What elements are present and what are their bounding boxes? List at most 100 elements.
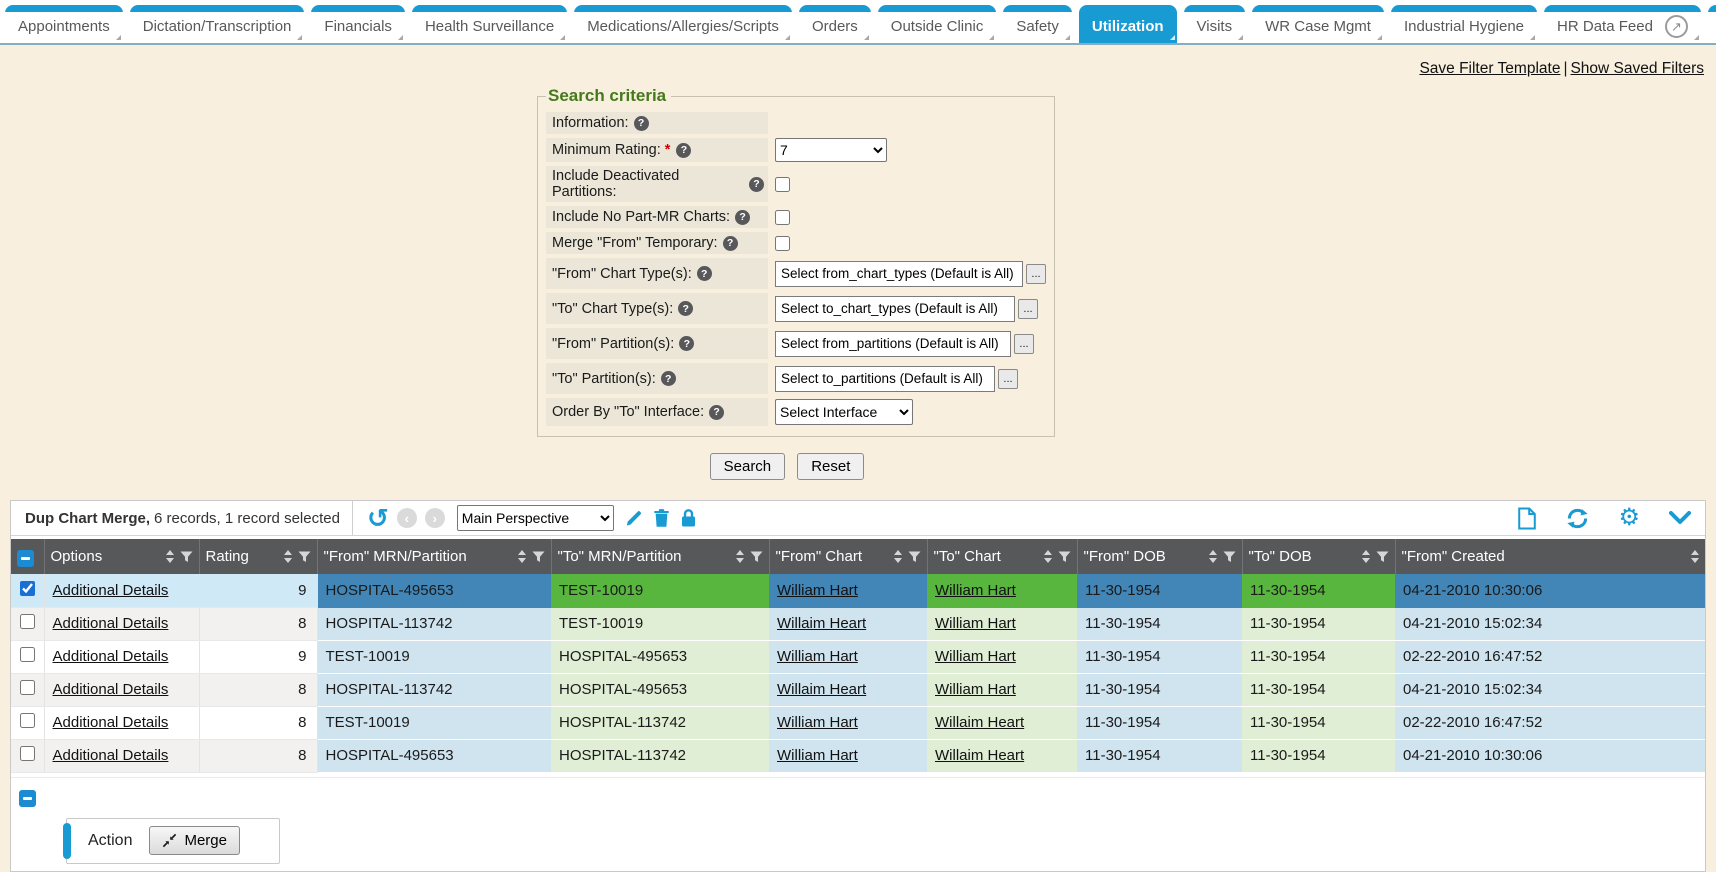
browse-from-chart-types-button[interactable]: ...	[1026, 263, 1046, 284]
row-checkbox[interactable]	[19, 680, 35, 695]
sort-icon[interactable]	[1208, 550, 1217, 563]
merge-button[interactable]: Merge	[149, 826, 240, 855]
perspective-select[interactable]: Main Perspective	[456, 505, 614, 531]
to-chart-link[interactable]: William Hart	[935, 615, 1016, 632]
help-icon[interactable]: ?	[749, 176, 764, 192]
column-header-to-mrn-partition[interactable]: "To" MRN/Partition	[551, 539, 770, 574]
previous-perspective-icon[interactable]: ‹	[396, 508, 417, 528]
sort-icon[interactable]	[283, 550, 292, 563]
tab-industrial-hygiene[interactable]: Industrial Hygiene	[1390, 5, 1538, 43]
help-icon[interactable]: ?	[696, 266, 712, 281]
undo-icon[interactable]: ↺	[367, 503, 389, 533]
edit-perspective-icon[interactable]	[624, 509, 643, 528]
select-all-minus-icon[interactable]	[17, 549, 34, 567]
from-chart-types-input[interactable]	[775, 260, 1023, 287]
tab-appointments[interactable]: Appointments	[5, 5, 123, 43]
tab-dictation-transcription[interactable]: Dictation/Transcription	[129, 5, 305, 43]
filter-icon[interactable]	[1223, 551, 1236, 563]
to-chart-link[interactable]: Willaim Heart	[935, 714, 1025, 731]
additional-details-link[interactable]: Additional Details	[52, 747, 169, 764]
filter-icon[interactable]	[180, 551, 193, 563]
help-icon[interactable]: ?	[735, 209, 751, 225]
table-row[interactable]: Additional Details 8 TEST-10019 HOSPITAL-11…	[11, 706, 1705, 740]
external-link-icon[interactable]: ↗	[1664, 15, 1688, 38]
tab-visits[interactable]: Visits	[1183, 5, 1246, 43]
collapse-selection-minus-icon[interactable]	[19, 789, 36, 807]
merge-from-temporary-checkbox[interactable]	[775, 235, 790, 251]
order-by-to-interface-select[interactable]: Select Interface	[775, 399, 913, 425]
table-row[interactable]: Additional Details 9 HOSPITAL-495653 TEST-1…	[11, 574, 1705, 608]
collapse-panel-chevron-icon[interactable]	[1669, 511, 1691, 525]
help-icon[interactable]: ?	[633, 115, 649, 131]
table-row[interactable]: Additional Details 8 HOSPITAL-113742 TEST-1…	[11, 607, 1705, 641]
column-header-to-chart[interactable]: "To" Chart	[927, 539, 1078, 574]
to-chart-link[interactable]: William Hart	[935, 581, 1016, 599]
search-button[interactable]: Search	[709, 453, 786, 480]
show-saved-filters-link[interactable]: Show Saved Filters	[1570, 60, 1704, 77]
filter-icon[interactable]	[298, 551, 311, 563]
filter-icon[interactable]	[1376, 551, 1389, 563]
table-row[interactable]: Additional Details 9 TEST-10019 HOSPITAL-49…	[11, 640, 1705, 674]
save-filter-template-link[interactable]: Save Filter Template	[1419, 60, 1561, 77]
to-partitions-input[interactable]	[775, 365, 995, 392]
sort-icon[interactable]	[517, 550, 526, 563]
to-chart-link[interactable]: William Hart	[935, 648, 1016, 665]
settings-gear-icon[interactable]: ⚙	[1618, 504, 1640, 531]
include-no-part-mr-charts-checkbox[interactable]	[775, 209, 790, 225]
help-icon[interactable]: ?	[722, 235, 738, 251]
tab-hr-data-feed[interactable]: HR Data Feed ↗	[1544, 5, 1701, 43]
browse-to-chart-types-button[interactable]: ...	[1018, 298, 1038, 319]
from-partitions-input[interactable]	[775, 330, 1011, 357]
from-chart-link[interactable]: William Hart	[777, 648, 858, 665]
filter-icon[interactable]	[908, 551, 921, 563]
sort-icon[interactable]	[735, 550, 744, 563]
from-chart-link[interactable]: Willaim Heart	[777, 681, 867, 698]
tab-health-surveillance[interactable]: Health Surveillance	[411, 5, 568, 43]
column-header-rating[interactable]: Rating	[199, 539, 318, 574]
tab-safety[interactable]: Safety	[1003, 5, 1072, 43]
tab-outside-clinic[interactable]: Outside Clinic	[877, 5, 997, 43]
tab-wr-case-mgmt[interactable]: WR Case Mgmt	[1252, 5, 1384, 43]
additional-details-link[interactable]: Additional Details	[52, 581, 169, 599]
refresh-icon[interactable]	[1566, 507, 1589, 530]
tab-financials[interactable]: Financials	[311, 5, 405, 43]
tab-medications-allergies-scripts[interactable]: Medications/Allergies/Scripts	[574, 5, 792, 43]
column-header-from-chart[interactable]: "From" Chart	[769, 539, 928, 574]
additional-details-link[interactable]: Additional Details	[52, 615, 169, 632]
from-chart-link[interactable]: William Hart	[777, 714, 858, 731]
table-row[interactable]: Additional Details 8 HOSPITAL-495653 HOSPIT…	[11, 739, 1705, 773]
additional-details-link[interactable]: Additional Details	[52, 648, 169, 665]
help-icon[interactable]: ?	[676, 142, 692, 158]
additional-details-link[interactable]: Additional Details	[52, 714, 169, 731]
to-chart-types-input[interactable]	[775, 295, 1015, 322]
to-chart-link[interactable]: Willaim Heart	[935, 747, 1025, 764]
column-header-to-dob[interactable]: "To" DOB	[1242, 539, 1396, 574]
column-header-select-all[interactable]	[11, 539, 45, 574]
tab-utilization[interactable]: Utilization	[1078, 5, 1177, 43]
help-icon[interactable]: ?	[678, 301, 694, 316]
column-header-from-created[interactable]: "From" Created	[1395, 539, 1705, 574]
from-chart-link[interactable]: Willaim Heart	[777, 615, 867, 632]
sort-icon[interactable]	[1691, 550, 1699, 563]
minimum-rating-select[interactable]: 7	[775, 138, 887, 162]
row-checkbox[interactable]	[19, 647, 35, 662]
help-icon[interactable]: ?	[679, 336, 695, 351]
row-checkbox[interactable]	[19, 580, 35, 596]
row-checkbox[interactable]	[19, 746, 35, 761]
sort-icon[interactable]	[1043, 550, 1052, 563]
help-icon[interactable]: ?	[660, 371, 676, 386]
row-checkbox[interactable]	[19, 713, 35, 728]
next-perspective-icon[interactable]: ›	[424, 508, 445, 528]
from-chart-link[interactable]: William Hart	[777, 747, 858, 764]
tab-quality-of-care[interactable]: Quality of Care	[1707, 5, 1716, 43]
to-chart-link[interactable]: William Hart	[935, 681, 1016, 698]
reset-button[interactable]: Reset	[797, 453, 865, 480]
help-icon[interactable]: ?	[709, 404, 725, 420]
sort-icon[interactable]	[893, 550, 902, 563]
sort-icon[interactable]	[165, 550, 174, 563]
additional-details-link[interactable]: Additional Details	[52, 681, 169, 698]
from-chart-link[interactable]: William Hart	[777, 581, 858, 599]
filter-icon[interactable]	[1058, 551, 1071, 563]
browse-from-partitions-button[interactable]: ...	[1014, 333, 1034, 354]
delete-perspective-icon[interactable]	[653, 508, 670, 528]
